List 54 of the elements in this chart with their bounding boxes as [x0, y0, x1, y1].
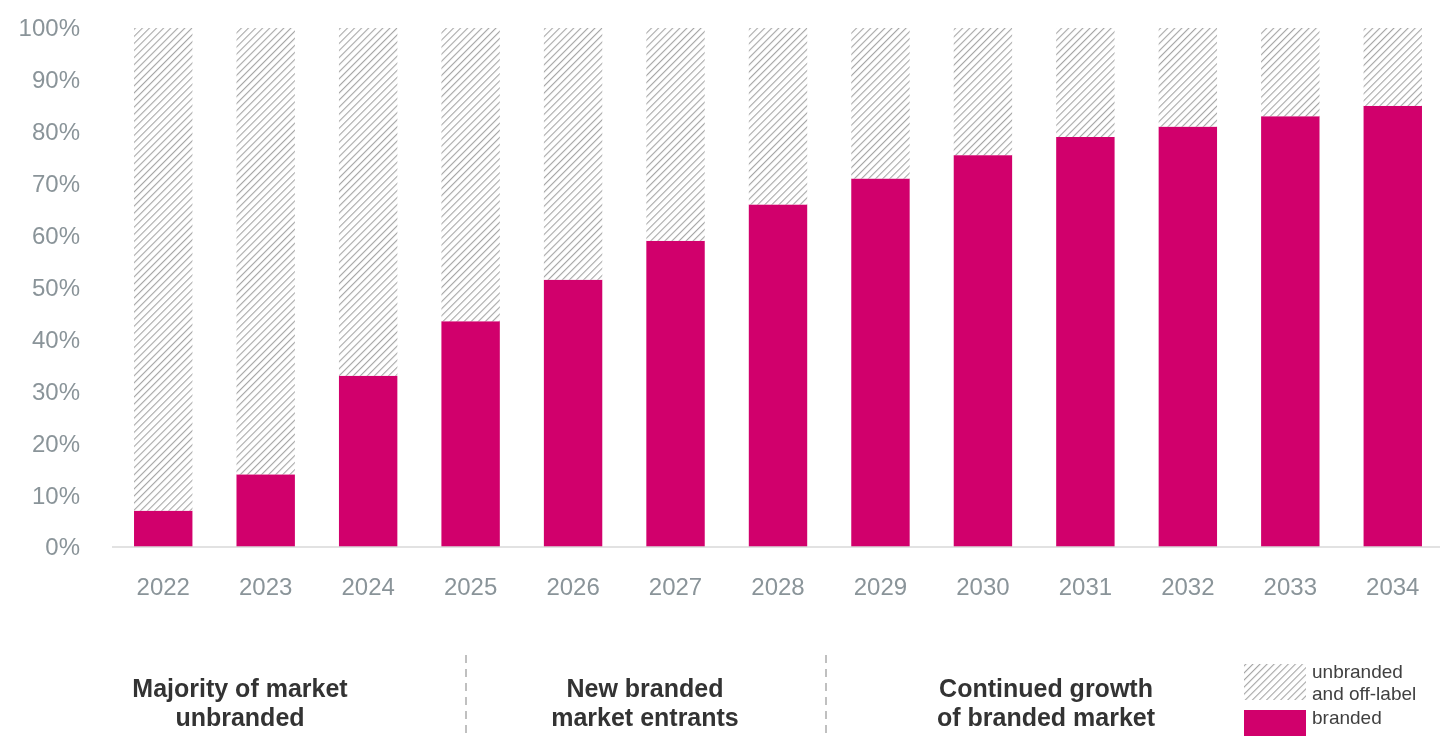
y-tick-label: 60%: [31, 222, 80, 249]
bar: [748, 28, 808, 205]
bar: [1056, 136, 1115, 547]
text: New branded market entrants: [551, 674, 739, 731]
bar: [1261, 28, 1320, 117]
bar: [134, 28, 193, 511]
text: Majority of market unbranded: [132, 674, 349, 731]
bar: [953, 28, 1013, 156]
x-tick-label: 2030: [956, 573, 1010, 600]
x-tick-label: 2022: [136, 573, 190, 600]
x-tick-label: 2027: [648, 573, 703, 600]
x-tick-label: 2025: [443, 573, 498, 600]
y-tick-label: 100%: [18, 14, 80, 42]
bar: [748, 204, 808, 547]
bar: [851, 28, 910, 179]
bar: [1056, 28, 1115, 137]
x-tick-label: 2024: [341, 573, 395, 600]
bar: [646, 240, 705, 547]
y-tick-label: 70%: [31, 170, 80, 198]
y-tick-label: 20%: [31, 429, 80, 457]
x-tick-label: 2028: [751, 573, 805, 600]
y-tick-label: 30%: [31, 377, 80, 405]
y-tick-label: 80%: [31, 118, 80, 146]
legend-label: branded: [1312, 707, 1382, 728]
bar: [1158, 126, 1218, 547]
bar: [441, 321, 500, 547]
x-tick-label: 2026: [546, 573, 600, 600]
bar: [1261, 116, 1320, 547]
bar: [338, 28, 398, 376]
bar: [338, 375, 398, 547]
x-tick-label: 2031: [1058, 573, 1113, 600]
y-tick-label: 10%: [31, 481, 80, 509]
bar: [1363, 28, 1422, 106]
bar: [543, 28, 603, 280]
x-tick-label: 2033: [1263, 573, 1317, 600]
bar: [1158, 28, 1218, 127]
x-tick-label: 2029: [853, 573, 908, 600]
x-tick-label: 2023: [239, 573, 293, 600]
bar: [953, 155, 1013, 547]
bar: [134, 510, 193, 547]
y-tick-label: 0%: [45, 533, 80, 561]
x-tick-label: 2032: [1161, 573, 1215, 600]
bar: [646, 28, 705, 241]
bar: [236, 28, 295, 475]
bar: [851, 178, 910, 547]
text: Continued growth of branded market: [936, 674, 1156, 731]
bar: [1363, 105, 1422, 547]
y-tick-label: 90%: [31, 66, 80, 94]
bar: [441, 28, 500, 322]
bar: [236, 474, 295, 547]
bar: [543, 279, 603, 547]
y-tick-label: 50%: [31, 273, 80, 301]
y-tick-label: 40%: [31, 325, 80, 353]
x-tick-label: 2034: [1366, 573, 1420, 600]
